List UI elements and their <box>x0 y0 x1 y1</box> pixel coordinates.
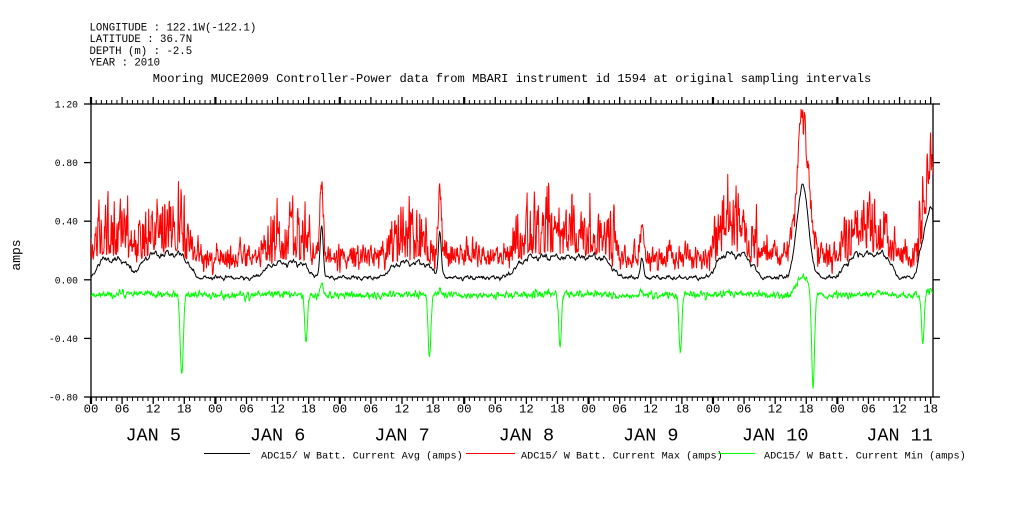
svg-text:LATITUDE : 36.7N: LATITUDE : 36.7N <box>90 34 193 46</box>
svg-text:12: 12 <box>395 403 410 417</box>
svg-text:Mooring MUCE2009 Controller-Po: Mooring MUCE2009 Controller-Power data f… <box>153 72 872 86</box>
svg-text:18: 18 <box>923 403 938 417</box>
svg-text:00: 00 <box>830 403 845 417</box>
svg-text:JAN 7: JAN 7 <box>374 426 430 447</box>
svg-text:0.00: 0.00 <box>55 275 78 286</box>
svg-text:-0.40: -0.40 <box>49 334 78 345</box>
svg-text:ADC15/ W Batt. Current Max (am: ADC15/ W Batt. Current Max (amps) <box>521 451 723 463</box>
svg-text:00: 00 <box>332 403 347 417</box>
svg-text:ADC15/ W Batt. Current Avg (am: ADC15/ W Batt. Current Avg (amps) <box>261 451 463 463</box>
svg-text:ADC15/ W Batt. Current Min (am: ADC15/ W Batt. Current Min (amps) <box>764 451 966 463</box>
svg-text:JAN 11: JAN 11 <box>866 426 933 447</box>
svg-text:18: 18 <box>177 403 192 417</box>
svg-text:06: 06 <box>737 403 752 417</box>
svg-text:06: 06 <box>861 403 876 417</box>
svg-text:06: 06 <box>239 403 254 417</box>
svg-text:18: 18 <box>301 403 316 417</box>
svg-text:JAN 8: JAN 8 <box>499 426 555 447</box>
svg-text:0.80: 0.80 <box>55 158 78 169</box>
svg-text:06: 06 <box>612 403 627 417</box>
svg-text:12: 12 <box>892 403 907 417</box>
svg-text:JAN 9: JAN 9 <box>623 426 679 447</box>
svg-text:12: 12 <box>643 403 658 417</box>
svg-text:12: 12 <box>519 403 534 417</box>
svg-text:18: 18 <box>550 403 565 417</box>
svg-text:YEAR : 2010: YEAR : 2010 <box>90 58 161 70</box>
svg-text:06: 06 <box>115 403 130 417</box>
svg-text:00: 00 <box>208 403 223 417</box>
svg-text:00: 00 <box>706 403 721 417</box>
svg-text:18: 18 <box>674 403 689 417</box>
svg-text:00: 00 <box>581 403 596 417</box>
svg-text:00: 00 <box>457 403 472 417</box>
svg-text:18: 18 <box>426 403 441 417</box>
svg-text:0.40: 0.40 <box>55 217 78 228</box>
svg-text:JAN 6: JAN 6 <box>250 426 306 447</box>
svg-text:1.20: 1.20 <box>55 100 78 111</box>
svg-text:12: 12 <box>270 403 285 417</box>
svg-text:JAN 10: JAN 10 <box>742 426 809 447</box>
svg-text:JAN 5: JAN 5 <box>125 426 181 447</box>
svg-text:amps: amps <box>9 239 24 270</box>
svg-text:06: 06 <box>364 403 379 417</box>
svg-text:06: 06 <box>488 403 503 417</box>
svg-text:12: 12 <box>768 403 783 417</box>
svg-text:LONGITUDE : 122.1W(-122.1): LONGITUDE : 122.1W(-122.1) <box>90 23 257 35</box>
svg-text:18: 18 <box>799 403 814 417</box>
svg-text:DEPTH (m) : -2.5: DEPTH (m) : -2.5 <box>90 46 193 58</box>
svg-text:-0.80: -0.80 <box>49 393 78 404</box>
svg-text:00: 00 <box>84 403 99 417</box>
svg-text:12: 12 <box>146 403 161 417</box>
